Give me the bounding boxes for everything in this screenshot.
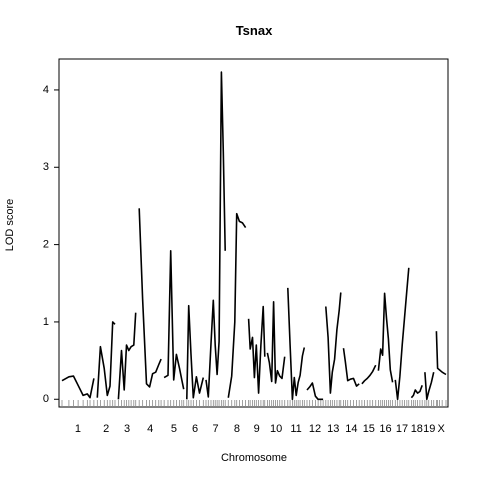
lod-curve-chr-X	[435, 331, 447, 376]
y-axis: 0 1 2 3 4	[43, 84, 59, 405]
chromosome-label: 16	[379, 423, 391, 435]
x-axis: 1 2 3 4 5 6 7 8 9 10 11 12 13 14 15 16 17 18 19 X	[75, 423, 446, 435]
y-tick-label: 3	[43, 161, 49, 173]
chromosome-label: 7	[213, 423, 219, 435]
y-tick-label: 0	[43, 393, 49, 405]
chromosome-label: 5	[171, 423, 177, 435]
y-tick-label: 4	[43, 84, 49, 96]
chromosome-label: 10	[270, 423, 282, 435]
lod-curve-chr-2	[96, 321, 116, 398]
lod-curve-chr-11	[287, 287, 306, 401]
marker-rug	[61, 400, 447, 407]
chart-title: Tsnax	[236, 23, 273, 38]
lod-curve-chr-1	[61, 375, 95, 399]
lod-curve-chr-8	[227, 212, 247, 398]
lod-curve-chr-17	[394, 267, 410, 401]
plot-frame	[58, 58, 449, 408]
chromosome-label: 2	[103, 423, 109, 435]
chromosome-label: 3	[124, 423, 130, 435]
chromosome-label: 13	[327, 423, 339, 435]
lod-curve-chr-10	[266, 300, 286, 384]
chromosome-label: 8	[234, 423, 240, 435]
lod-curve-chr-14	[342, 348, 360, 387]
chromosome-label: 19	[423, 423, 435, 435]
lod-curve-chr-12	[306, 382, 324, 401]
chromosome-label: 17	[396, 423, 408, 435]
chromosome-label: 18	[411, 423, 423, 435]
chromosome-label: 9	[254, 423, 260, 435]
chromosome-label: 15	[363, 423, 375, 435]
lod-series	[61, 71, 447, 401]
lod-curve-chr-16	[377, 292, 394, 383]
lod-curve-chr-3	[117, 312, 137, 400]
lod-curve-chr-6	[186, 304, 205, 400]
y-tick-label: 2	[43, 239, 49, 251]
lod-curve-chr-15	[361, 364, 377, 385]
chromosome-label: 12	[309, 423, 321, 435]
y-axis-label: LOD score	[4, 199, 16, 252]
lod-curve-chr-7	[205, 71, 226, 398]
lod-curve-chr-13	[325, 292, 342, 394]
chromosome-label: 11	[290, 423, 301, 435]
y-tick-label: 1	[43, 316, 49, 328]
lod-curve-chr-4	[138, 208, 162, 388]
chromosome-label: 1	[75, 423, 81, 435]
x-axis-label: Chromosome	[221, 452, 287, 464]
chromosome-label: 4	[147, 423, 153, 435]
chromosome-label: 14	[345, 423, 357, 435]
lod-curve-chr-5	[163, 250, 185, 390]
chromosome-label: 6	[192, 423, 198, 435]
lod-curve-chr-19	[424, 372, 435, 401]
chromosome-label: X	[438, 423, 446, 435]
lod-curve-chr-18	[410, 385, 423, 399]
lod-curve-chr-9	[247, 305, 266, 394]
